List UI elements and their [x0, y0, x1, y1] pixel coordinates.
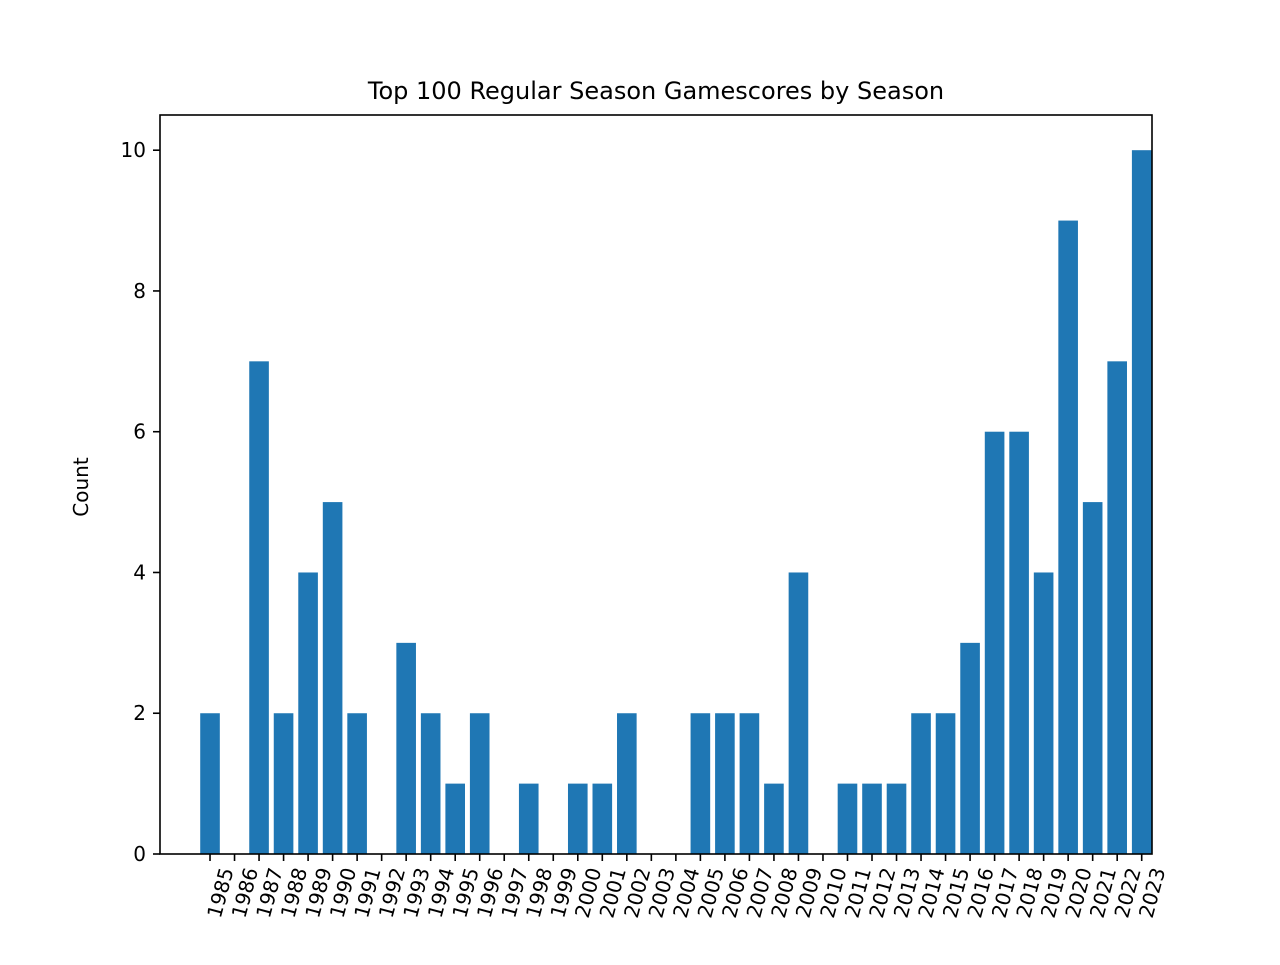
y-tick-label: 4: [133, 560, 146, 584]
y-tick-label: 6: [133, 420, 146, 444]
x-axis-ticks: 1985198619871988198919901991199219931994…: [202, 854, 1170, 920]
bar-2006: [715, 713, 735, 854]
bar-1996: [469, 713, 490, 854]
bars-group: [200, 150, 1152, 854]
chart-title: Top 100 Regular Season Gamescores by Sea…: [367, 77, 944, 105]
bar-2018: [1009, 431, 1029, 854]
bar-2012: [862, 783, 882, 854]
bar-2015: [935, 713, 956, 854]
bar-1998: [518, 783, 539, 854]
bar-1993: [396, 642, 416, 854]
bar-2017: [984, 431, 1005, 854]
bar-2005: [690, 713, 711, 854]
bar-2001: [592, 783, 613, 854]
y-tick-label: 10: [121, 138, 146, 162]
y-tick-label: 8: [133, 279, 146, 303]
y-tick-label: 2: [133, 701, 146, 725]
y-axis-ticks: 0 2 4 6 8 10: [121, 138, 160, 866]
bar-1987: [249, 361, 269, 854]
bar-2020: [1058, 220, 1078, 854]
plot-area-frame: [159, 114, 1153, 855]
bar-2023: [1131, 150, 1152, 854]
bar-1989: [298, 572, 318, 854]
bar-1988: [273, 713, 294, 854]
bar-2009: [788, 572, 809, 854]
bar-2007: [739, 713, 760, 854]
bar-2013: [886, 783, 907, 854]
bar-2019: [1033, 572, 1054, 854]
bar-2022: [1107, 361, 1127, 854]
bar-1995: [445, 783, 465, 854]
y-tick-label: 0: [133, 842, 146, 866]
bar-1991: [347, 713, 367, 854]
bar-1990: [322, 502, 343, 854]
y-axis-label: Count: [69, 457, 93, 517]
bar-1994: [420, 713, 441, 854]
bar-2008: [764, 783, 784, 854]
bar-2016: [960, 642, 980, 854]
bar-1985: [200, 713, 220, 854]
bar-2002: [617, 713, 637, 854]
bar-2014: [911, 713, 931, 854]
bar-2011: [837, 783, 858, 854]
bar-2021: [1082, 502, 1103, 854]
bar-2000: [567, 783, 588, 854]
